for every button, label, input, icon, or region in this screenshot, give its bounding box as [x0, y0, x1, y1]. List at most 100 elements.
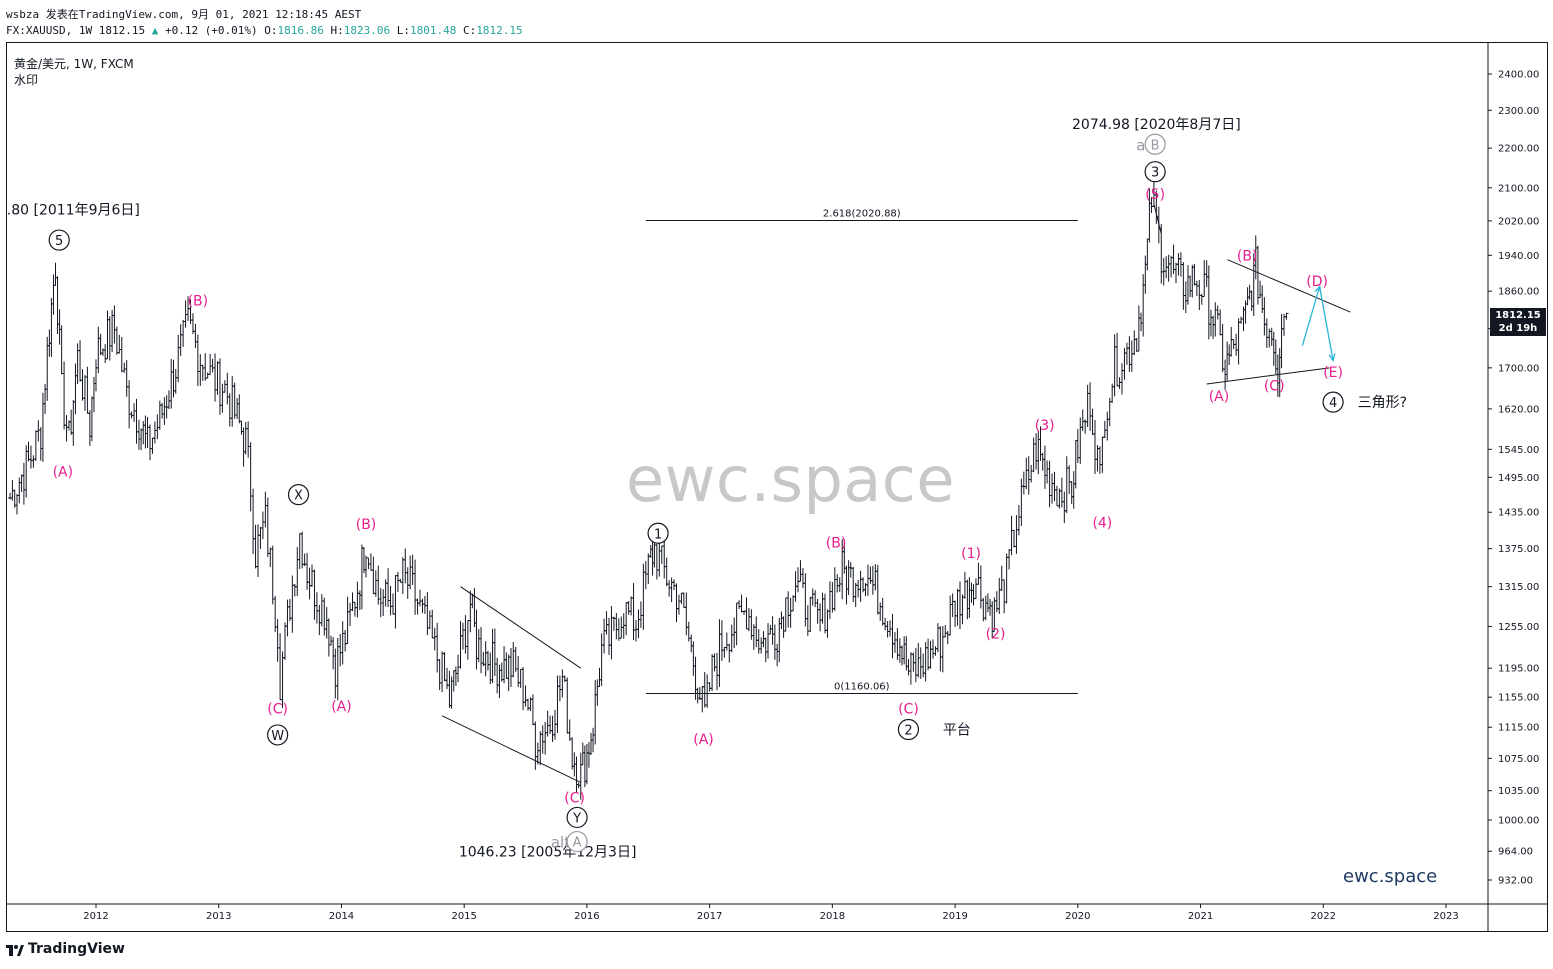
wave-circle [566, 830, 588, 853]
trend-line[interactable] [1206, 367, 1330, 385]
x-tick-label: 2020 [1065, 911, 1090, 922]
wave-label-minor: (3) [1035, 418, 1055, 434]
current-price-badge: 1812.15 2d 19h [1490, 308, 1546, 336]
y-tick-label: 1700.00 [1498, 363, 1539, 374]
y-tick-label: 1195.00 [1498, 664, 1539, 675]
wave-label-minor: (B) [1237, 248, 1258, 264]
wave-circle [1322, 391, 1344, 413]
price-change: +0.12 (+0.01%) [164, 24, 258, 37]
wave-label: 4 [1329, 396, 1337, 411]
low-label: L: [396, 24, 411, 37]
wave-label-minor: (A) [1209, 389, 1230, 405]
current-price: 1812.15 [1495, 310, 1541, 321]
wave-label: 3 [1151, 166, 1159, 181]
x-tick-label: 2014 [329, 911, 354, 922]
projection-arrow[interactable] [1318, 286, 1334, 361]
y-tick-label: 2400.00 [1498, 70, 1539, 81]
x-tick-label: 2021 [1188, 911, 1213, 922]
trend-line[interactable] [1227, 259, 1351, 313]
y-tick-label: 1155.00 [1498, 693, 1539, 704]
wave-label: 2 [904, 724, 912, 739]
wave-circle [1144, 161, 1166, 183]
wave-label-minor: (5) [1145, 187, 1165, 203]
x-tick-label: 2019 [942, 911, 967, 922]
chart-border [6, 42, 1548, 932]
y-tick-label: 2200.00 [1498, 144, 1539, 155]
price-chart[interactable]: 932.00 964.00 1000.00 1035.00 1075.00 1115.00… [6, 42, 1548, 932]
chart-header-line1: wsbza 发表在TradingView.com, 9月 01, 2021 12… [6, 6, 361, 22]
y-tick-label: 1315.00 [1498, 582, 1539, 593]
x-tick-label: 2023 [1433, 911, 1458, 922]
trend-line[interactable] [460, 586, 582, 669]
y-tick-label: 2020.00 [1498, 216, 1539, 227]
y-tick-label: 1435.00 [1498, 508, 1539, 519]
trend-line[interactable] [441, 715, 581, 783]
wave-label-minor: (A) [693, 732, 714, 748]
x-tick-label: 2018 [820, 911, 845, 922]
tradingview-logo[interactable]: TradingView [6, 941, 125, 957]
projection-arrow[interactable] [1301, 286, 1321, 346]
wave-label: 5 [55, 234, 63, 249]
wave-note: 三角形? [1358, 395, 1407, 411]
y-tick-label: 2300.00 [1498, 106, 1539, 117]
brand-corner-text: ewc.space [1343, 866, 1438, 887]
x-tick-label: 2012 [83, 911, 108, 922]
up-arrow-icon: ▲ [151, 24, 159, 37]
trend-line[interactable] [1153, 204, 1162, 234]
x-tick-label: 2017 [697, 911, 722, 922]
y-tick-label: 932.00 [1498, 876, 1533, 887]
y-tick-label: 1860.00 [1498, 287, 1539, 298]
wave-label: A [573, 836, 582, 851]
low-value: 1801.48 [410, 24, 457, 37]
wave-circle [647, 522, 669, 544]
open-value: 1816.86 [277, 24, 324, 37]
wave-label: X [294, 489, 303, 504]
y-tick-label: 1620.00 [1498, 404, 1539, 415]
wave-note: 平台 [943, 723, 971, 739]
price-annotation: 1046.23 [2005年12月3日] [459, 845, 637, 861]
wave-label-minor: (A) [53, 465, 74, 481]
close-value: 1812.15 [476, 24, 523, 37]
chart-header-line2: FX:XAUUSD, 1W 1812.15 ▲ +0.12 (+0.01%) O… [6, 24, 523, 37]
tradingview-icon [6, 944, 24, 956]
y-tick-label: 1375.00 [1498, 544, 1539, 555]
wave-circle [897, 718, 920, 741]
wave-circle [566, 806, 588, 829]
wave-label-minor: (1) [961, 546, 981, 562]
x-tick-label: 2013 [206, 911, 231, 922]
x-tick-label: 2016 [574, 911, 599, 922]
y-tick-label: 1545.00 [1498, 445, 1539, 456]
wave-circle [48, 229, 70, 251]
symbol-legend[interactable]: 黄金/美元, 1W, FXCM [14, 57, 134, 71]
chart-area[interactable]: 932.00 964.00 1000.00 1035.00 1075.00 1115.00… [6, 42, 1548, 932]
wave-label-minor: (B) [356, 517, 377, 533]
y-tick-label: 1495.00 [1498, 473, 1539, 484]
close-label: C: [463, 24, 477, 37]
y-tick-label: 1940.00 [1498, 251, 1539, 262]
symbol-price: FX:XAUUSD, 1W 1812.15 [6, 24, 146, 37]
wave-label-minor: (E) [1323, 365, 1343, 381]
wave-label-minor: (4) [1092, 515, 1112, 531]
y-tick-label: 2100.00 [1498, 183, 1539, 194]
wave-label: Y [572, 811, 581, 826]
bar-countdown: 2d 19h [1498, 323, 1538, 334]
author-name: wsbza [6, 8, 40, 21]
wave-label-minor: (B) [188, 293, 209, 309]
high-label: H: [330, 24, 344, 37]
wave-label-minor: (C) [267, 701, 288, 717]
wave-label: W [271, 729, 284, 744]
fib-level-label: 0(1160.06) [834, 681, 890, 692]
wave-circle [267, 724, 289, 746]
y-tick-label: 1075.00 [1498, 754, 1539, 765]
y-tick-label: 1115.00 [1498, 723, 1539, 734]
high-value: 1823.06 [343, 24, 391, 37]
price-annotation: 2074.98 [2020年8月7日] [1072, 117, 1241, 133]
projection-arrowhead-icon [1328, 353, 1336, 362]
published-info: 发表在TradingView.com, 9月 01, 2021 12:18:45… [45, 8, 362, 21]
fib-level-label: 2.618(2020.88) [823, 209, 901, 220]
site-watermark: ewc.space [626, 443, 956, 516]
x-tick-label: 2015 [451, 911, 476, 922]
wave-label: B [1151, 138, 1160, 153]
wave-circle [287, 484, 310, 506]
